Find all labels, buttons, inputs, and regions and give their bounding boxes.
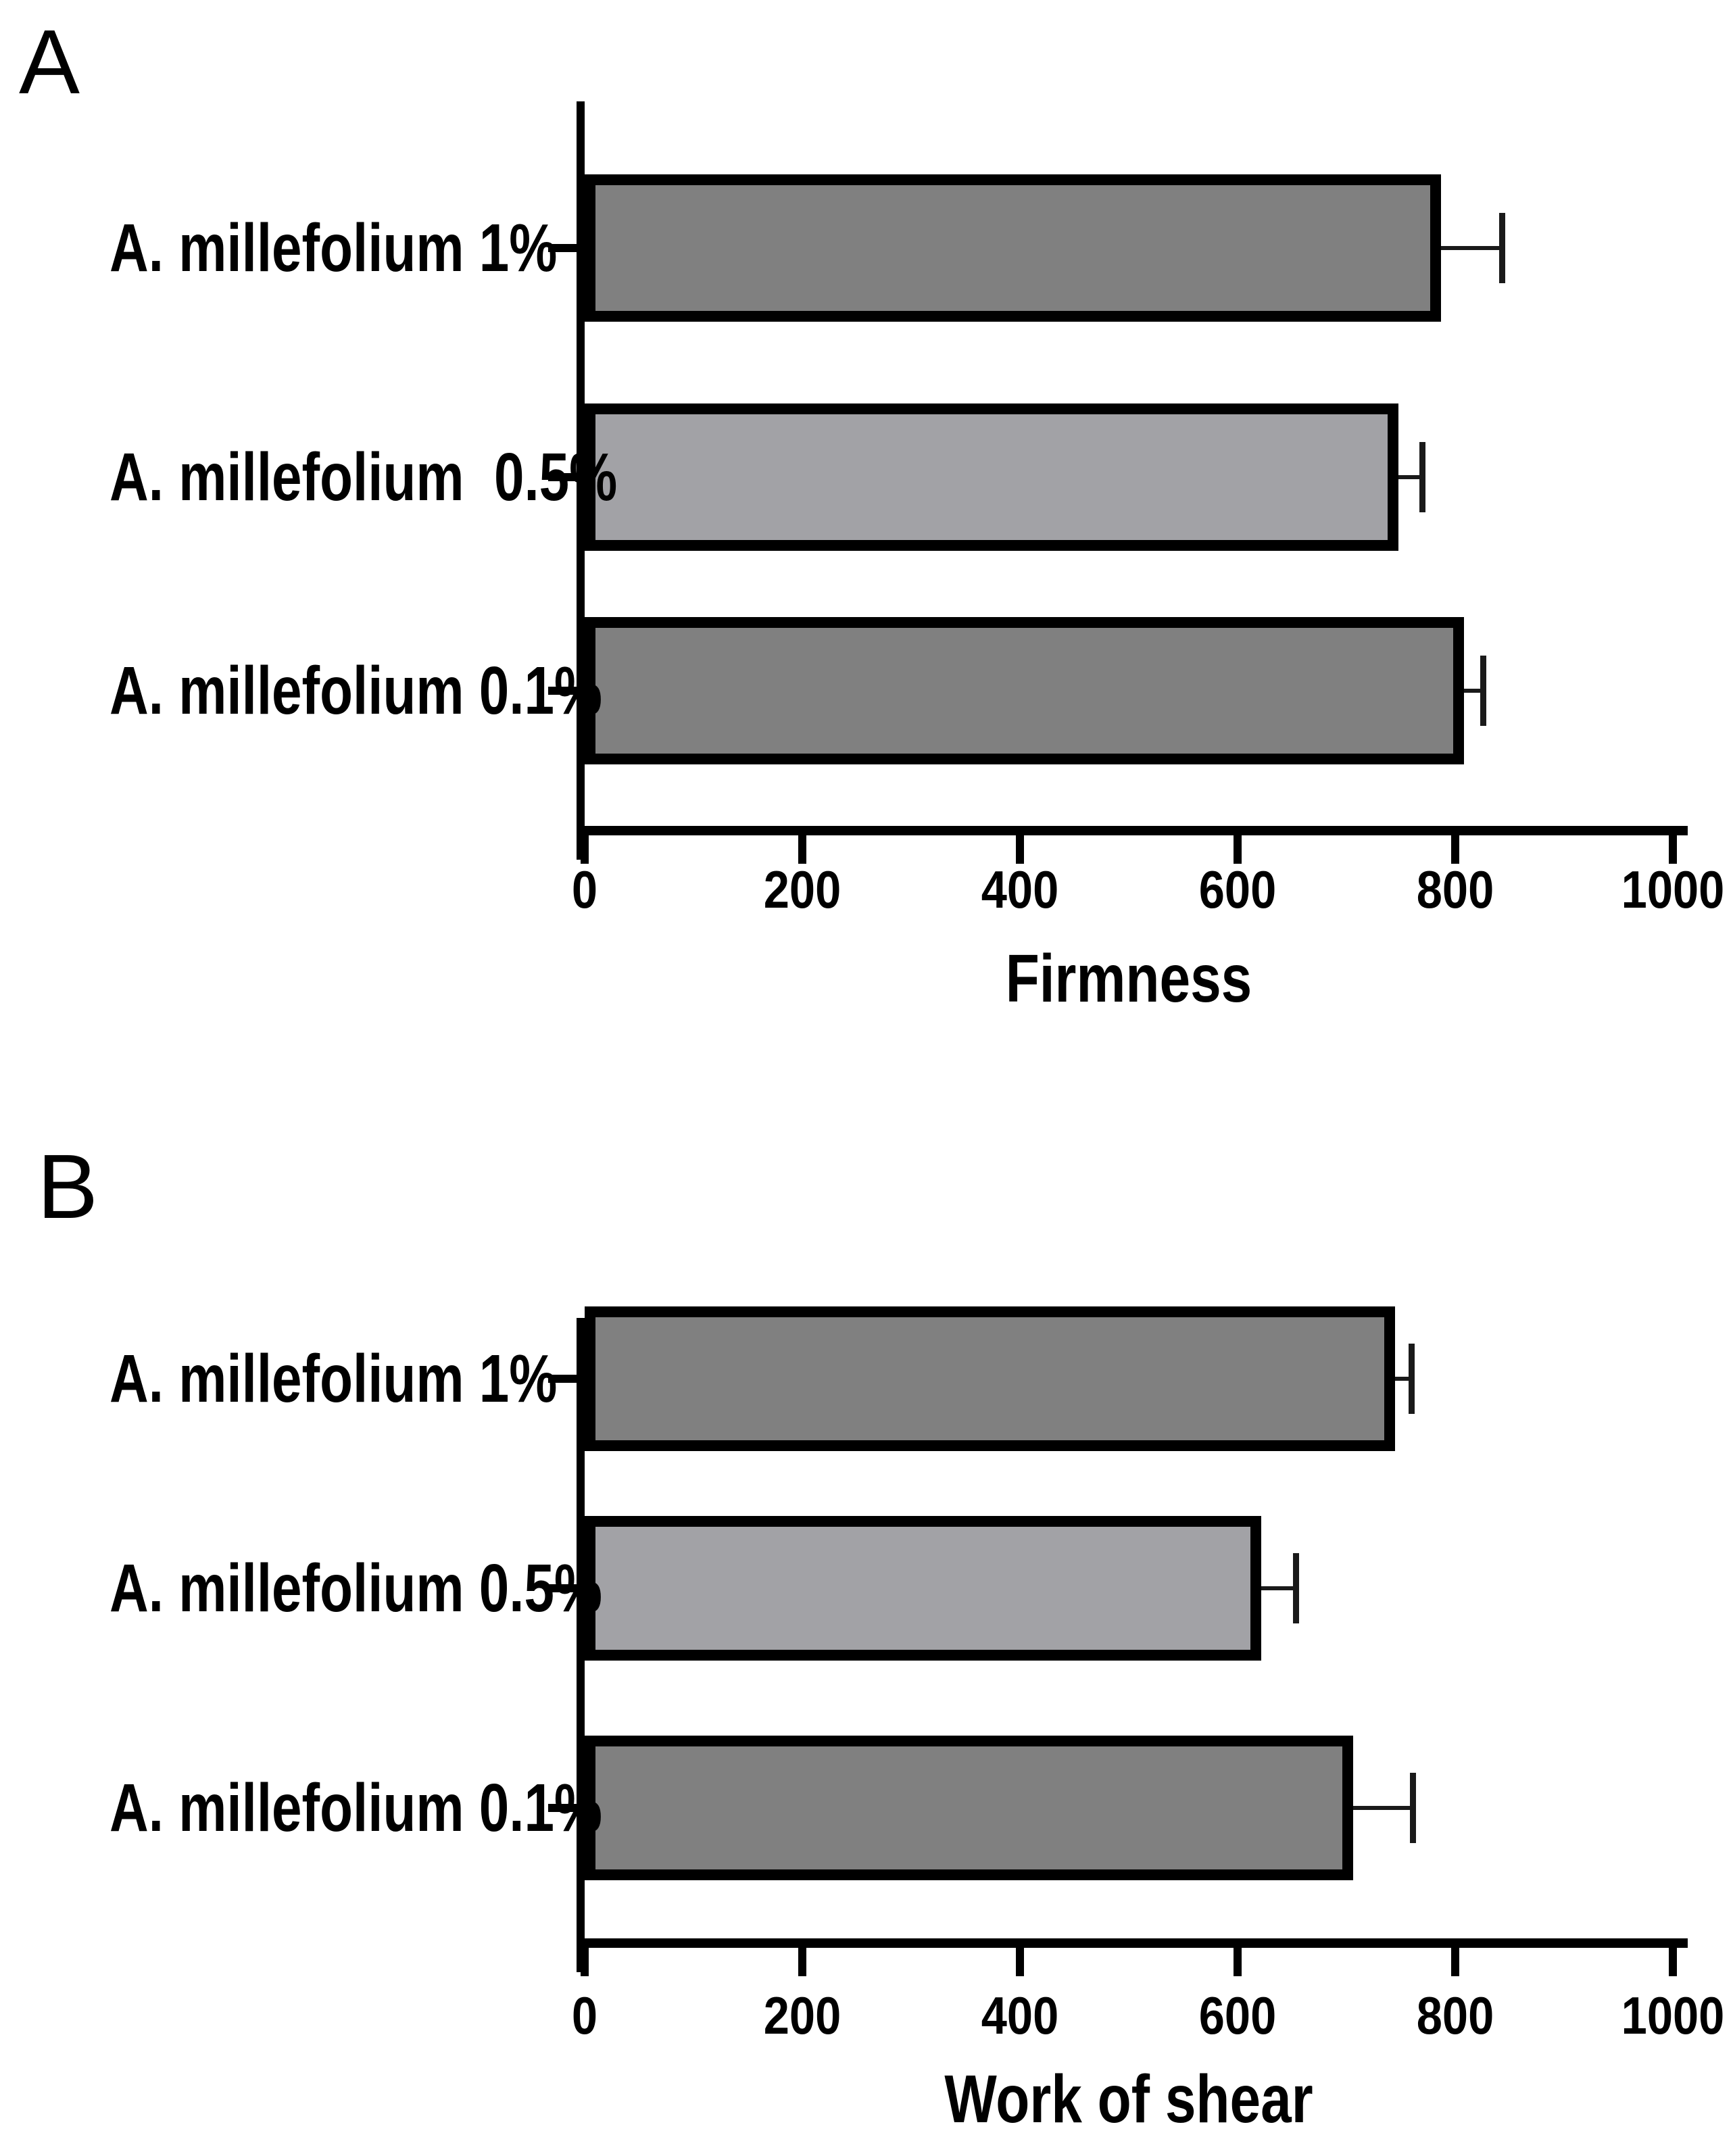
bar — [585, 174, 1442, 322]
y-tick — [548, 1375, 577, 1383]
category-label: A. millefolium 0.5% — [109, 439, 618, 515]
x-tick-label: 1000 — [1621, 1986, 1725, 2045]
error-bar-line — [1261, 1586, 1296, 1590]
x-axis-title: Work of shear — [944, 2061, 1313, 2137]
bar — [585, 403, 1399, 551]
y-tick — [548, 473, 577, 481]
x-tick-label: 200 — [763, 860, 841, 919]
y-tick — [548, 1584, 577, 1592]
category-label: A. millefolium 0.5% — [109, 1550, 603, 1626]
x-tick — [1451, 834, 1459, 864]
x-tick — [798, 1946, 806, 1976]
x-tick-label: 600 — [1198, 860, 1277, 919]
x-tick-label: 800 — [1416, 860, 1494, 919]
x-tick-label: 600 — [1198, 1986, 1277, 2045]
category-label: A. millefolium 0.1% — [109, 653, 603, 729]
x-tick — [1451, 1946, 1459, 1976]
error-bar-cap — [1409, 1773, 1416, 1843]
error-bar-cap — [1480, 656, 1487, 726]
bar — [585, 1736, 1353, 1880]
x-tick-label: 1000 — [1621, 860, 1725, 919]
x-tick-label: 400 — [981, 860, 1059, 919]
panel-b-letter: B — [37, 1135, 99, 1238]
error-bar-line — [1463, 689, 1484, 693]
x-tick — [1016, 1946, 1024, 1976]
error-bar-line — [1395, 1377, 1412, 1381]
x-tick — [1016, 834, 1024, 864]
error-bar-cap — [1409, 1344, 1415, 1414]
x-axis — [577, 826, 1688, 835]
x-tick — [1669, 1946, 1677, 1976]
x-axis — [577, 1938, 1688, 1948]
error-bar-line — [1441, 246, 1503, 250]
x-tick-label: 0 — [571, 1986, 598, 2045]
x-tick — [581, 1946, 589, 1976]
x-tick — [1234, 834, 1242, 864]
error-bar-cap — [1419, 442, 1426, 512]
category-label: A. millefolium 1% — [109, 210, 558, 286]
error-bar-line — [1352, 1806, 1413, 1810]
error-bar-cap — [1293, 1553, 1300, 1623]
bar — [585, 617, 1464, 764]
x-tick — [581, 834, 589, 864]
category-label: A. millefolium 1% — [109, 1341, 558, 1417]
x-tick — [1669, 834, 1677, 864]
x-axis-title: Firmness — [1005, 941, 1252, 1016]
panel-a-letter: A — [19, 11, 80, 113]
error-bar-cap — [1498, 213, 1505, 283]
x-tick-label: 800 — [1416, 1986, 1494, 2045]
x-tick — [798, 834, 806, 864]
y-axis — [577, 1318, 585, 1972]
y-axis — [577, 101, 585, 860]
x-tick-label: 400 — [981, 1986, 1059, 2045]
bar — [585, 1516, 1262, 1661]
category-label: A. millefolium 0.1% — [109, 1770, 603, 1846]
x-tick-label: 200 — [763, 1986, 841, 2045]
y-tick — [548, 244, 577, 252]
y-tick — [548, 687, 577, 695]
error-bar-line — [1398, 475, 1423, 479]
x-tick — [1234, 1946, 1242, 1976]
y-tick — [548, 1804, 577, 1812]
x-tick-label: 0 — [571, 860, 598, 919]
bar — [585, 1306, 1396, 1451]
